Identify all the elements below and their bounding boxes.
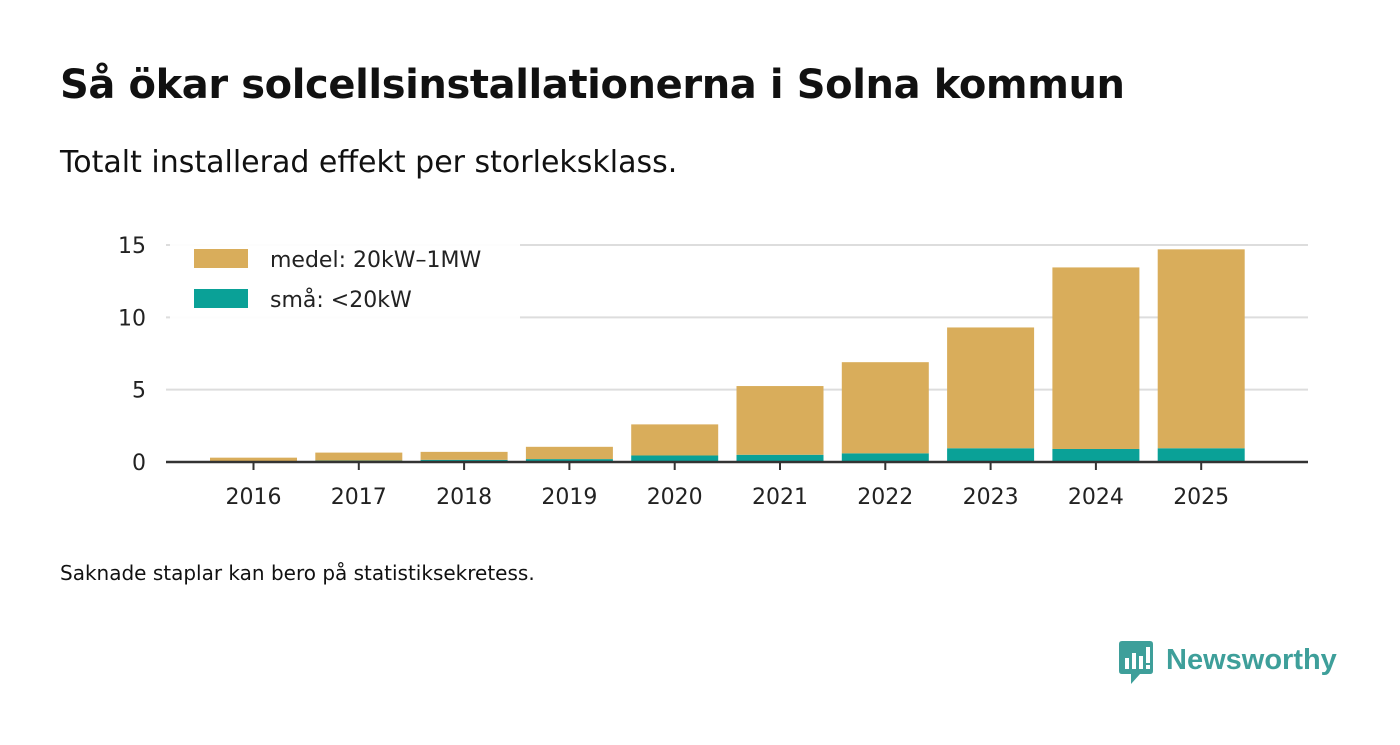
legend-swatch <box>194 249 248 268</box>
x-tick-label: 2024 <box>1068 485 1124 510</box>
footnote: Saknade staplar kan bero på statistiksek… <box>60 561 535 585</box>
bar-2022-medel <box>841 362 929 454</box>
x-tick-label: 2017 <box>331 485 387 510</box>
y-tick-label: 0 <box>132 451 146 476</box>
bar-2017-medel <box>315 452 403 461</box>
bar-2019-sma <box>525 459 613 462</box>
bar-2023-medel <box>947 327 1035 449</box>
bar-2025-medel <box>1157 249 1245 449</box>
legend-label: medel: 20kW–1MW <box>270 248 481 273</box>
bar-2025-sma <box>1157 448 1245 462</box>
bar-2024-medel <box>1052 267 1140 449</box>
bar-2021-medel <box>736 386 824 455</box>
axes: 0 5 10 15 2016 2017 2018 2019 2020 2021 2022 2023 20… <box>118 234 1308 510</box>
x-tick-label: 2022 <box>857 485 913 510</box>
bar-2021-sma <box>736 454 824 462</box>
chart-subtitle: Totalt installerad effekt per storlekskl… <box>60 145 678 180</box>
legend: medel: 20kW–1MW små: <20kW <box>170 236 520 320</box>
bars <box>210 249 1245 462</box>
x-tick-label: 2023 <box>963 485 1019 510</box>
bar-2020-medel <box>631 424 719 456</box>
x-tick-label: 2016 <box>226 485 282 510</box>
x-tick-label: 2018 <box>436 485 492 510</box>
x-tick-label: 2019 <box>541 485 597 510</box>
bar-2016-medel <box>210 457 297 462</box>
brand-name: Newsworthy <box>1166 643 1337 676</box>
newsworthy-logo-icon <box>1119 641 1153 684</box>
brand-logo: Newsworthy <box>1118 640 1337 686</box>
bar-2024-sma <box>1052 448 1140 462</box>
legend-label: små: <20kW <box>270 287 412 313</box>
bar-2018-medel <box>420 451 508 460</box>
y-tick-label: 10 <box>118 306 146 331</box>
bar-2019-medel <box>525 446 613 460</box>
bar-2023-sma <box>947 448 1035 462</box>
y-tick-label: 15 <box>118 234 146 259</box>
stacked-bar-chart: 0 5 10 15 2016 2017 2018 2019 2020 2021 2022 2023 20… <box>118 234 1308 510</box>
bar-2020-sma <box>631 455 719 462</box>
x-tick-label: 2025 <box>1173 485 1229 510</box>
legend-swatch <box>194 289 248 308</box>
chart-title: Så ökar solcellsinstallationerna i Solna… <box>60 62 1125 108</box>
x-tick-label: 2020 <box>647 485 703 510</box>
bar-2022-sma <box>841 453 929 462</box>
x-tick-label: 2021 <box>752 485 808 510</box>
y-tick-label: 5 <box>132 379 146 404</box>
